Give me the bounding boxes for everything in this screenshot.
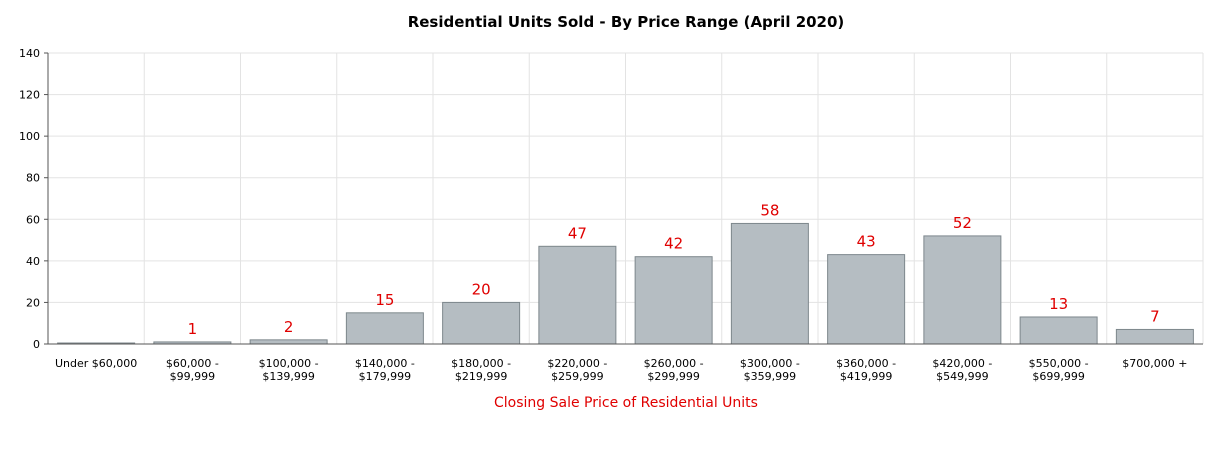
x-tick-label-line: $140,000 - <box>355 357 415 370</box>
x-tick-label: $180,000 -$219,999 <box>451 357 511 383</box>
y-tick-label: 60 <box>26 213 40 226</box>
bar <box>1115 328 1194 345</box>
x-tick-label-line: $60,000 - <box>166 357 219 370</box>
x-tick-label: $420,000 -$549,999 <box>932 357 992 383</box>
x-tick-label-line: $359,999 <box>744 370 797 383</box>
x-tick-label-line: $180,000 - <box>451 357 511 370</box>
bar <box>730 222 809 345</box>
data-label: 58 <box>760 201 779 219</box>
data-label: 7 <box>1150 307 1160 325</box>
x-tick-label-line: $700,000 + <box>1122 357 1187 370</box>
data-label: 2 <box>284 318 294 336</box>
axes <box>44 52 1203 345</box>
x-tick-label-line: $360,000 - <box>836 357 896 370</box>
y-tick-label: 0 <box>33 338 40 351</box>
bar <box>249 339 328 345</box>
bar <box>345 312 424 345</box>
x-tick-label: $360,000 -$419,999 <box>836 357 896 383</box>
bars <box>57 222 1194 345</box>
bar <box>538 245 617 345</box>
bar <box>442 301 521 345</box>
x-tick-label-line: Under $60,000 <box>55 357 137 370</box>
x-tick-label: $220,000 -$259,999 <box>547 357 607 383</box>
chart-title: Residential Units Sold - By Price Range … <box>408 13 845 31</box>
x-tick-label: $60,000 -$99,999 <box>166 357 219 383</box>
y-tick-label: 80 <box>26 172 40 185</box>
grid <box>48 52 1204 344</box>
x-tick-label-line: $699,999 <box>1032 370 1085 383</box>
x-tick-label: $550,000 -$699,999 <box>1029 357 1089 383</box>
data-label: 43 <box>857 233 876 251</box>
data-label: 20 <box>472 280 491 298</box>
y-tick-label: 100 <box>19 130 40 143</box>
x-tick-label-line: $549,999 <box>936 370 989 383</box>
x-tick-label-line: $99,999 <box>170 370 216 383</box>
data-label: 1 <box>188 320 198 338</box>
bar <box>827 254 906 345</box>
data-label: 52 <box>953 214 972 232</box>
x-tick-label: $100,000 -$139,999 <box>259 357 319 383</box>
x-tick-label-line: $259,999 <box>551 370 604 383</box>
x-tick-label: Under $60,000 <box>55 357 137 370</box>
x-tick-label-line: $299,999 <box>647 370 700 383</box>
x-tick-label-line: $419,999 <box>840 370 893 383</box>
bar <box>634 256 713 345</box>
x-tick-label: $260,000 -$299,999 <box>644 357 704 383</box>
y-tick-label: 120 <box>19 89 40 102</box>
x-axis-title: Closing Sale Price of Residential Units <box>494 395 758 411</box>
x-tick-label-line: $260,000 - <box>644 357 704 370</box>
y-tick-label: 20 <box>26 296 40 309</box>
x-tick-label-line: $550,000 - <box>1029 357 1089 370</box>
y-tick-label: 40 <box>26 255 40 268</box>
y-tick-label: 140 <box>19 47 40 60</box>
x-tick-label-line: $139,999 <box>262 370 315 383</box>
data-label: 13 <box>1049 295 1068 313</box>
data-label: 15 <box>375 291 394 309</box>
bar <box>1019 316 1098 345</box>
data-label: 42 <box>664 235 683 253</box>
bar <box>923 235 1002 345</box>
x-tick-label: $700,000 + <box>1122 357 1187 370</box>
x-tick-label-line: $420,000 - <box>932 357 992 370</box>
x-tick-label: $140,000 -$179,999 <box>355 357 415 383</box>
x-tick-label-line: $300,000 - <box>740 357 800 370</box>
data-label: 47 <box>568 224 587 242</box>
y-axis-ticks: 0 20 40 60 80 100 120 140 <box>19 47 40 351</box>
x-tick-label-line: $100,000 - <box>259 357 319 370</box>
x-tick-label-line: $220,000 - <box>547 357 607 370</box>
data-labels: 1 2 15 20 47 42 58 43 52 13 7 <box>188 201 1160 337</box>
x-tick-label-line: $219,999 <box>455 370 508 383</box>
x-axis-ticks: Under $60,000 $60,000 -$99,999$100,000 -$… <box>55 357 1187 383</box>
x-tick-label-line: $179,999 <box>359 370 412 383</box>
x-tick-label: $300,000 -$359,999 <box>740 357 800 383</box>
